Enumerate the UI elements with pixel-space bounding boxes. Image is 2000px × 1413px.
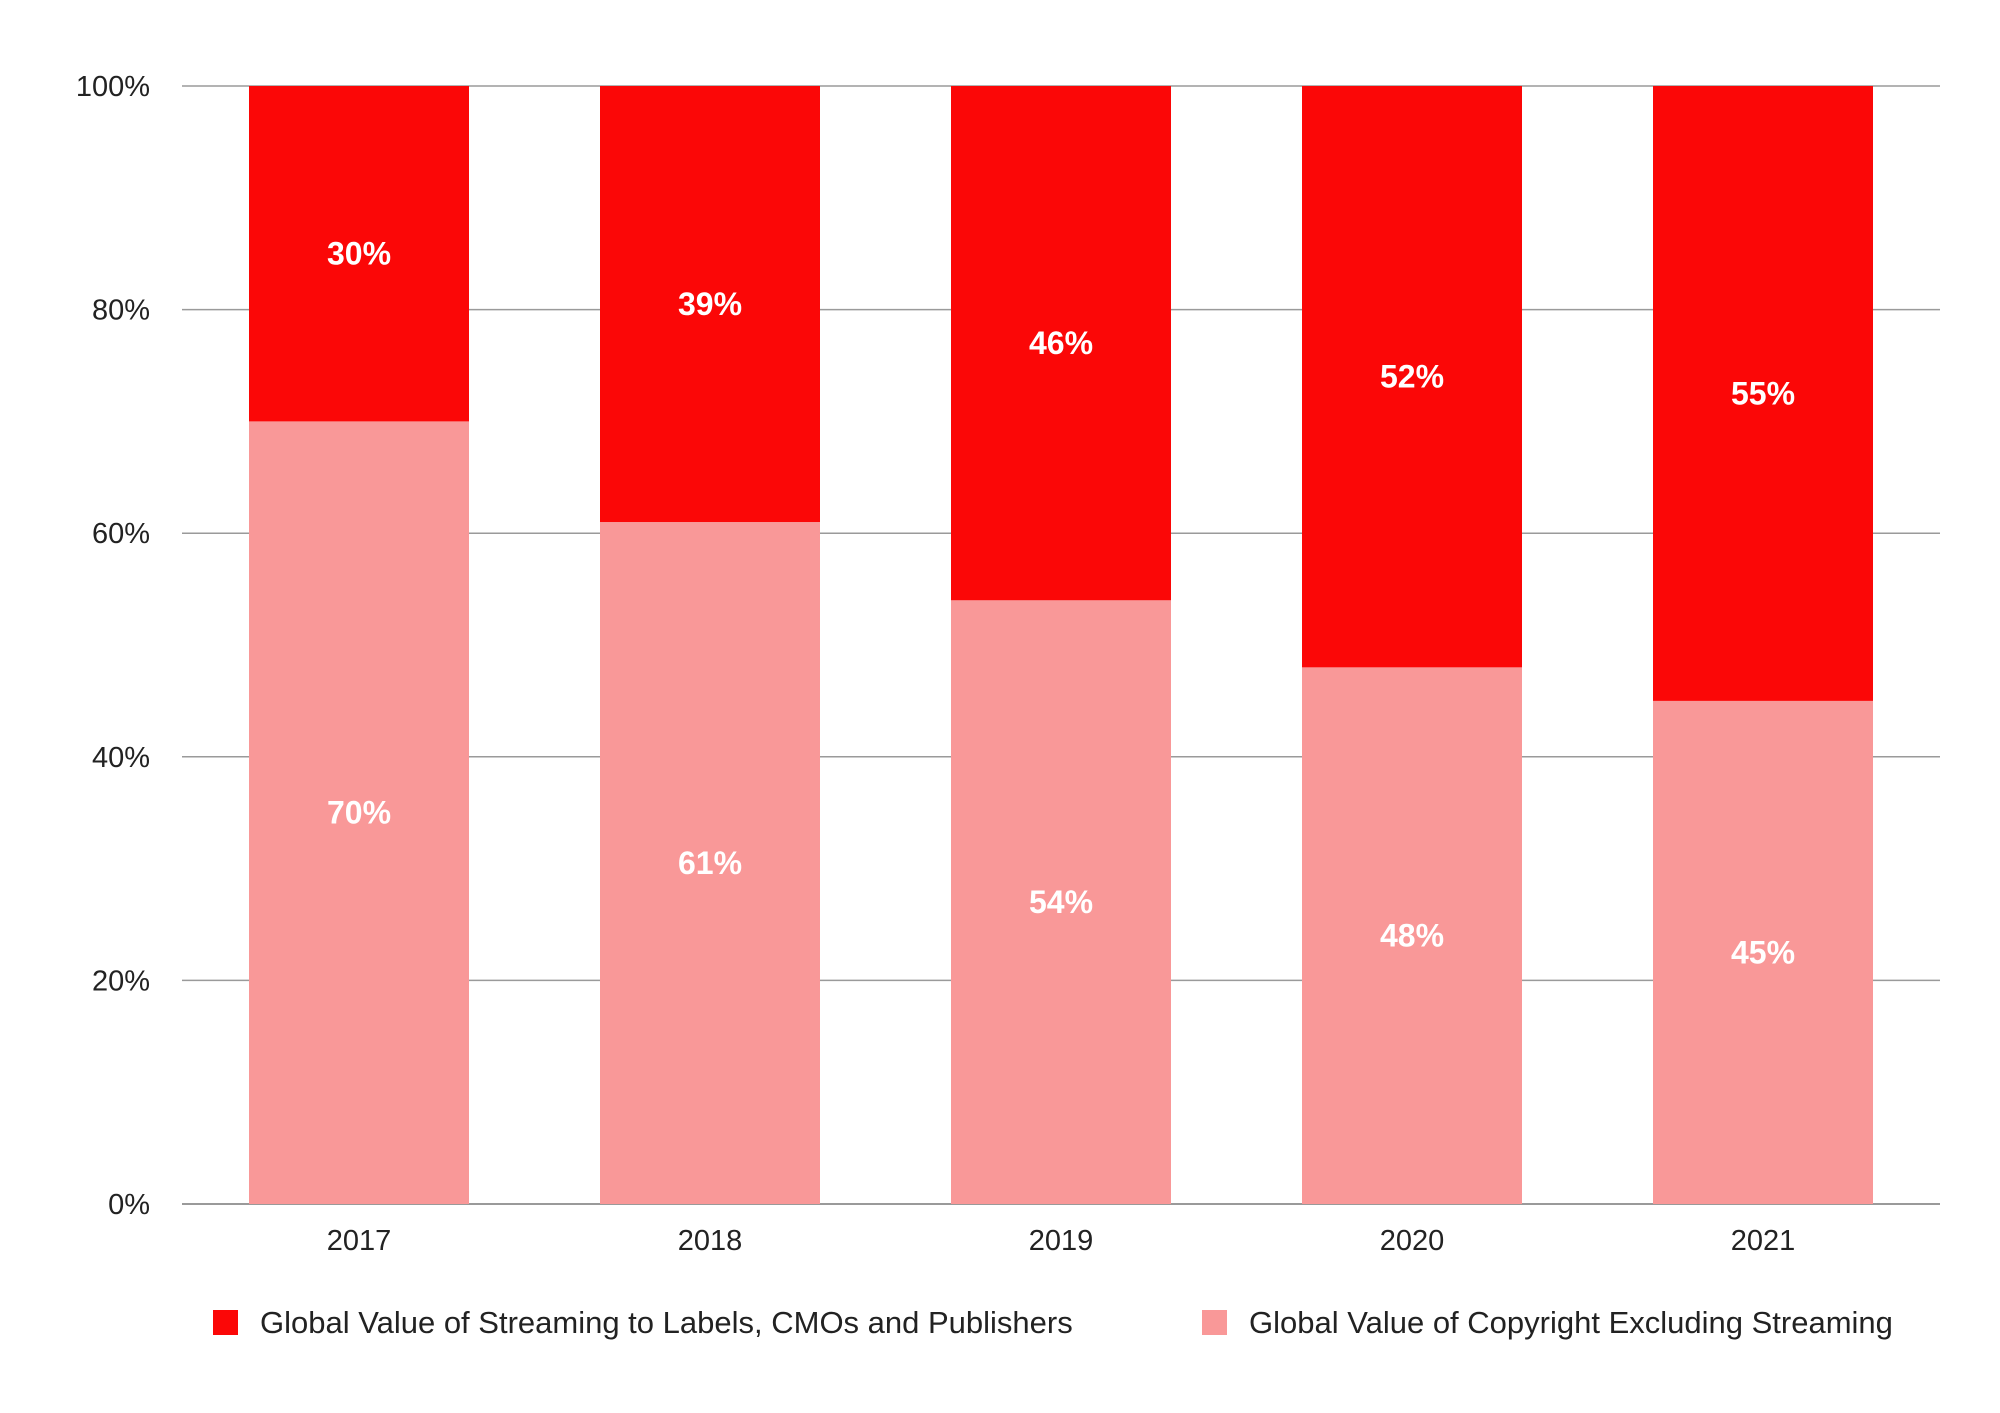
y-tick-label: 0% xyxy=(108,1189,150,1221)
x-category-label: 2017 xyxy=(327,1225,392,1257)
x-category-label: 2019 xyxy=(1029,1225,1094,1257)
x-category-label: 2018 xyxy=(678,1225,743,1257)
data-labels: 70% 30% 61% 39% 54% 46% 48% 52% 45% 55% xyxy=(327,236,1795,971)
x-category-label: 2020 xyxy=(1380,1225,1445,1257)
data-label: 30% xyxy=(327,236,391,272)
legend-label: Global Value of Copyright Excluding Stre… xyxy=(1249,1305,1893,1340)
bar-segment-2020-series-1 xyxy=(1302,86,1522,668)
bar-segment-2021-series-1 xyxy=(1653,86,1873,701)
bar-segment-2021-series-0 xyxy=(1653,700,1873,1204)
y-tick-label: 60% xyxy=(92,518,150,550)
data-label: 45% xyxy=(1731,934,1795,970)
y-tick-label: 100% xyxy=(76,71,150,103)
y-tick-label: 20% xyxy=(92,965,150,997)
x-category-label: 2021 xyxy=(1731,1225,1796,1257)
x-axis-categories: 2017 2018 2019 2020 2021 xyxy=(327,1225,1796,1257)
legend-swatch xyxy=(1202,1310,1227,1335)
data-label: 54% xyxy=(1029,884,1093,920)
data-label: 39% xyxy=(678,286,742,322)
bar-segment-2019-series-1 xyxy=(951,86,1171,601)
y-tick-label: 80% xyxy=(92,295,150,327)
data-label: 52% xyxy=(1380,359,1444,395)
bar-segment-2018-series-0 xyxy=(600,522,820,1204)
bar-segment-2017-series-0 xyxy=(249,421,469,1204)
data-label: 48% xyxy=(1380,918,1444,954)
data-label: 46% xyxy=(1029,325,1093,361)
bar-segment-2017-series-1 xyxy=(249,86,469,422)
legend: Global Value of Streaming to Labels, CMO… xyxy=(213,1305,1893,1340)
y-tick-label: 40% xyxy=(92,742,150,774)
data-label: 55% xyxy=(1731,375,1795,411)
bars xyxy=(249,86,1873,1204)
legend-label: Global Value of Streaming to Labels, CMO… xyxy=(260,1305,1073,1340)
data-label: 70% xyxy=(327,795,391,831)
legend-swatch xyxy=(213,1310,238,1335)
bar-segment-2020-series-0 xyxy=(1302,667,1522,1204)
bar-segment-2018-series-1 xyxy=(600,86,820,523)
data-label: 61% xyxy=(678,845,742,881)
y-axis-ticks: 0% 20% 40% 60% 80% 100% xyxy=(76,71,150,1221)
bar-segment-2019-series-0 xyxy=(951,600,1171,1204)
